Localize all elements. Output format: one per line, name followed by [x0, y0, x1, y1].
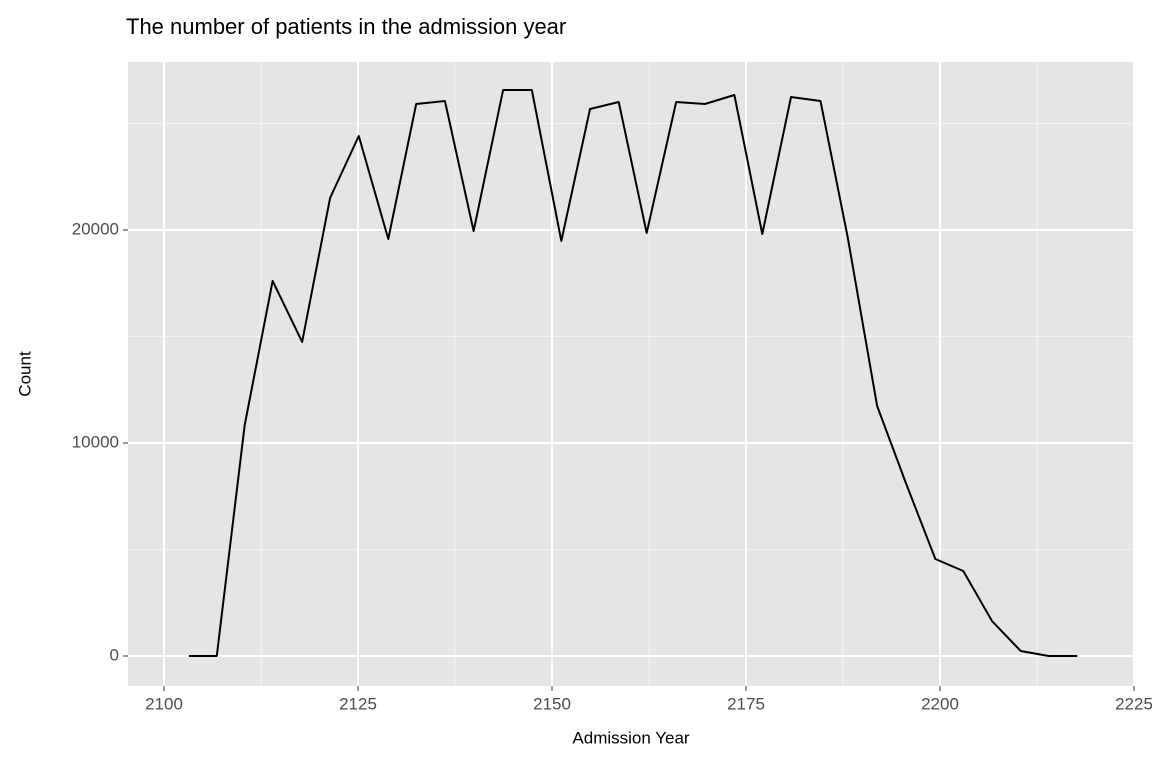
line: [188, 88, 1078, 658]
x-tick-label: 2175: [727, 694, 765, 713]
marks: [188, 88, 1078, 658]
y-tick-label: 0: [110, 645, 119, 664]
y-tick-label: 10000: [72, 432, 119, 451]
x-tick-label: 2150: [533, 694, 571, 713]
x-tick-label: 2225: [1115, 694, 1152, 713]
y-tick-label: 20000: [72, 219, 119, 238]
x-tick-label: 2200: [921, 694, 959, 713]
x-tick-label: 2100: [145, 694, 183, 713]
x-axis-label: Admission Year: [572, 728, 690, 747]
plot-panel: [128, 62, 1134, 686]
grid: [128, 62, 1135, 686]
chart-title: The number of patients in the admission …: [126, 14, 566, 39]
y-axis-label: Count: [15, 351, 34, 397]
x-tick-label: 2125: [339, 694, 377, 713]
